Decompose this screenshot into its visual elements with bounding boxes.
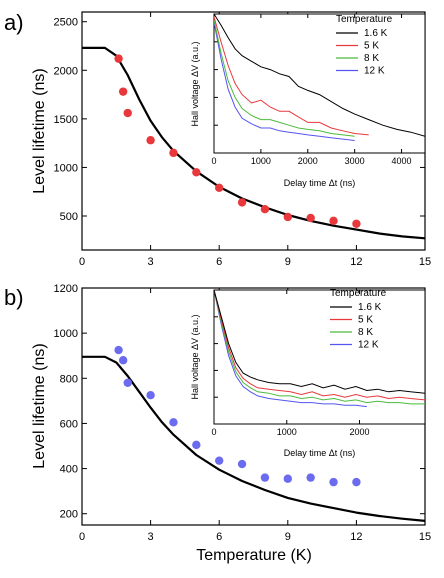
- data-point: [192, 168, 201, 177]
- inset-x-tick-label: 2000: [350, 427, 370, 437]
- y-tick-label: 400: [60, 464, 78, 476]
- data-point: [146, 136, 155, 145]
- x-tick-label: 0: [79, 531, 85, 543]
- inset-x-axis-label: Delay time Δt (ns): [284, 178, 356, 188]
- data-point: [237, 198, 247, 207]
- y-tick-label: 2000: [54, 65, 78, 77]
- x-tick-label: 9: [285, 256, 291, 268]
- inset-x-tick-label: 4000: [392, 156, 412, 166]
- x-tick-label: 12: [350, 531, 362, 543]
- y-axis-label: Level lifetime (ns): [31, 68, 48, 193]
- y-tick-label: 1200: [54, 283, 78, 295]
- inset-series-line: [214, 22, 355, 141]
- y-tick-label: 1000: [54, 328, 78, 340]
- legend-entry: 12 K: [364, 66, 385, 77]
- y-tick-label: 1000: [54, 162, 78, 174]
- data-point: [118, 87, 128, 96]
- data-point: [260, 205, 270, 214]
- x-tick-label: 6: [216, 256, 222, 268]
- inset-x-tick-label: 2000: [298, 156, 318, 166]
- data-point: [114, 345, 123, 355]
- inset-series-line: [214, 16, 369, 136]
- inset: 0 1000 2000 Delay time Δt (ns) Hall voltage …: [190, 288, 426, 458]
- x-tick-label: 15: [419, 256, 431, 268]
- data-point: [146, 391, 155, 400]
- inset-traces: [214, 290, 425, 408]
- inset-x-tick-label: 0: [211, 156, 216, 166]
- data-point: [192, 440, 201, 450]
- x-tick-label: 3: [148, 531, 154, 543]
- data-point: [329, 216, 338, 226]
- inset-x-axis-label: Delay time Δt (ns): [284, 448, 356, 458]
- x-tick-label: 15: [419, 531, 431, 543]
- legend-title: Temperature: [330, 288, 387, 299]
- inset-traces: [214, 14, 425, 141]
- y-tick-label: 200: [60, 509, 78, 521]
- legend-entry: 8 K: [358, 327, 373, 338]
- y-tick-label: 2500: [54, 17, 78, 29]
- panel-b: b) 0 3 6 9 12 15 200 400 600 800 1000 1200 Level life…: [4, 283, 431, 564]
- data-point: [215, 456, 224, 465]
- inset-y-axis-label: Hall voltage ΔV (a.u.): [190, 41, 200, 126]
- inset-x-tick-label: 1000: [251, 156, 271, 166]
- data-point: [260, 473, 270, 482]
- data-point: [169, 148, 178, 158]
- y-tick-label: 600: [60, 418, 78, 430]
- legend-title: Temperature: [336, 14, 393, 25]
- data-point: [283, 212, 292, 222]
- data-point: [123, 108, 132, 118]
- panel-label: b): [4, 285, 24, 310]
- panel-label: a): [4, 10, 24, 35]
- inset-legend: Temperature 1.6 K 5 K8 K 12 K: [330, 288, 387, 351]
- legend-entry: 5 K: [364, 41, 379, 52]
- x-tick-label: 9: [285, 531, 291, 543]
- fit-curve: [82, 355, 426, 522]
- y-tick-label: 500: [60, 211, 78, 223]
- inset-frame: [213, 289, 426, 425]
- y-tick-label: 1500: [54, 114, 78, 126]
- x-tick-label: 12: [350, 256, 362, 268]
- inset-series-line: [214, 290, 425, 401]
- inset-legend: Temperature 1.6 K 5 K8 K 12 K: [336, 14, 393, 77]
- data-point: [352, 219, 361, 228]
- data-point: [118, 356, 128, 365]
- panel-a: a) 0 3 6 9 12 15 500 1000 1500 2000 2500 Level lifet…: [4, 10, 431, 268]
- y-axis-label: Level lifetime (ns): [31, 343, 48, 468]
- x-axis-label: Temperature (K): [196, 547, 312, 564]
- data-point: [169, 418, 178, 427]
- inset-x-tick-label: 0: [211, 427, 216, 437]
- y-tick-label: 800: [60, 373, 78, 385]
- data-point: [306, 213, 315, 223]
- inset-series-line: [214, 290, 367, 408]
- data-point: [306, 473, 315, 482]
- legend-entry: 1.6 K: [358, 302, 382, 313]
- data-point: [237, 459, 247, 469]
- inset: 0 1000 2000 3000 4000 Delay time Δt (ns) Hall …: [190, 13, 426, 188]
- legend-entry: 5 K: [358, 315, 373, 326]
- inset-x-tick-label: 3000: [345, 156, 365, 166]
- data-point: [123, 378, 132, 387]
- inset-x-tick-label: 1000: [277, 427, 297, 437]
- x-tick-label: 0: [79, 256, 85, 268]
- inset-series-line: [214, 19, 355, 137]
- inset-series-line: [214, 290, 425, 405]
- data-point: [215, 183, 224, 193]
- inset-series-line: [214, 290, 425, 394]
- data-point: [114, 54, 123, 63]
- legend-entry: 8 K: [364, 53, 379, 64]
- data-point: [352, 477, 361, 487]
- legend-entry: 1.6 K: [364, 28, 388, 39]
- legend-entry: 12 K: [358, 340, 379, 351]
- inset-y-axis-label: Hall voltage ΔV (a.u.): [190, 314, 200, 399]
- inset-series-line: [214, 14, 425, 137]
- data-point: [329, 477, 338, 487]
- x-tick-label: 3: [148, 256, 154, 268]
- data-point: [283, 474, 292, 483]
- x-tick-label: 6: [216, 531, 222, 543]
- inset-frame: [213, 13, 426, 154]
